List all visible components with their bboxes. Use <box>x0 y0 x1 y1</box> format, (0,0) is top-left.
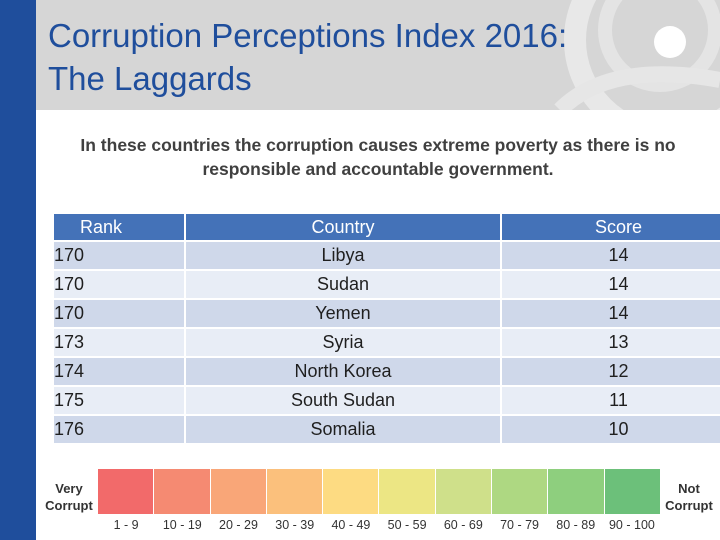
score-cell: 10 <box>500 414 720 445</box>
scale-range-label: 1 - 9 <box>113 518 139 532</box>
country-cell: Syria <box>184 327 502 358</box>
scale-swatch <box>604 469 660 514</box>
header-country: Country <box>184 212 502 242</box>
table-header-row: Rank Country Score <box>52 212 720 242</box>
scale-range-label: 90 - 100 <box>608 518 655 532</box>
table-row: 176 Somalia 10 <box>52 414 720 445</box>
rank-cell: 170 <box>52 240 186 271</box>
score-cell: 11 <box>500 385 720 416</box>
scale-range-label: 40 - 49 <box>331 518 371 532</box>
table-row: 170 Yemen 14 <box>52 298 720 329</box>
score-cell: 14 <box>500 269 720 300</box>
scale-range-label: 10 - 19 <box>162 518 202 532</box>
left-accent-bar <box>0 0 36 540</box>
subtitle: In these countries the corruption causes… <box>80 135 676 179</box>
country-cell: Sudan <box>184 269 502 300</box>
scale-swatch <box>492 469 549 514</box>
rank-table: Rank Country Score 170 Libya 14 170 Suda… <box>52 212 720 445</box>
table-row: 174 North Korea 12 <box>52 356 720 387</box>
country-cell: Libya <box>184 240 502 271</box>
globe-logo-icon <box>554 0 720 110</box>
table-row: 170 Libya 14 <box>52 240 720 271</box>
rank-cell: 174 <box>52 356 186 387</box>
scale-swatch <box>323 469 380 514</box>
color-scale <box>98 469 660 514</box>
score-cell: 14 <box>500 298 720 329</box>
page-title: Corruption Perceptions Index 2016: The L… <box>48 14 567 100</box>
rank-cell: 175 <box>52 385 186 416</box>
score-cell: 13 <box>500 327 720 358</box>
rank-cell: 170 <box>52 269 186 300</box>
scale-swatch <box>210 469 267 514</box>
legend-not-corrupt-label: Not Corrupt <box>665 481 713 513</box>
scale-range-label: 80 - 89 <box>556 518 596 532</box>
rank-cell: 173 <box>52 327 186 358</box>
scale-range-label: 30 - 39 <box>275 518 315 532</box>
header-rank: Rank <box>52 212 186 242</box>
scale-range-label: 50 - 59 <box>387 518 427 532</box>
country-cell: South Sudan <box>184 385 502 416</box>
country-cell: Somalia <box>184 414 502 445</box>
scale-swatch <box>548 469 605 514</box>
table-row: 175 South Sudan 11 <box>52 385 720 416</box>
title-line-2: The Laggards <box>48 60 252 97</box>
scale-swatch <box>435 469 493 514</box>
country-cell: Yemen <box>184 298 502 329</box>
score-cell: 14 <box>500 240 720 271</box>
title-line-1: Corruption Perceptions Index 2016: <box>48 17 568 54</box>
scale-range-label: 20 - 29 <box>219 518 258 532</box>
score-cell: 12 <box>500 356 720 387</box>
country-cell: North Korea <box>184 356 502 387</box>
scale-labels: 1 - 9 10 - 19 20 - 29 30 - 39 40 - 49 50 - 59… <box>98 518 660 532</box>
table-row: 173 Syria 13 <box>52 327 720 358</box>
legend-very-corrupt-label: Very Corrupt <box>45 481 93 513</box>
scale-range-label: 60 - 69 <box>443 518 483 532</box>
title-header: Corruption Perceptions Index 2016: The L… <box>36 0 720 110</box>
scale-swatch <box>379 469 436 514</box>
header-score: Score <box>500 212 720 242</box>
rank-cell: 176 <box>52 414 186 445</box>
scale-swatch <box>154 469 211 514</box>
table-row: 170 Sudan 14 <box>52 269 720 300</box>
scale-range-label: 70 - 79 <box>500 518 539 532</box>
rank-cell: 170 <box>52 298 186 329</box>
scale-swatch <box>98 469 155 514</box>
scale-swatch <box>266 469 324 514</box>
